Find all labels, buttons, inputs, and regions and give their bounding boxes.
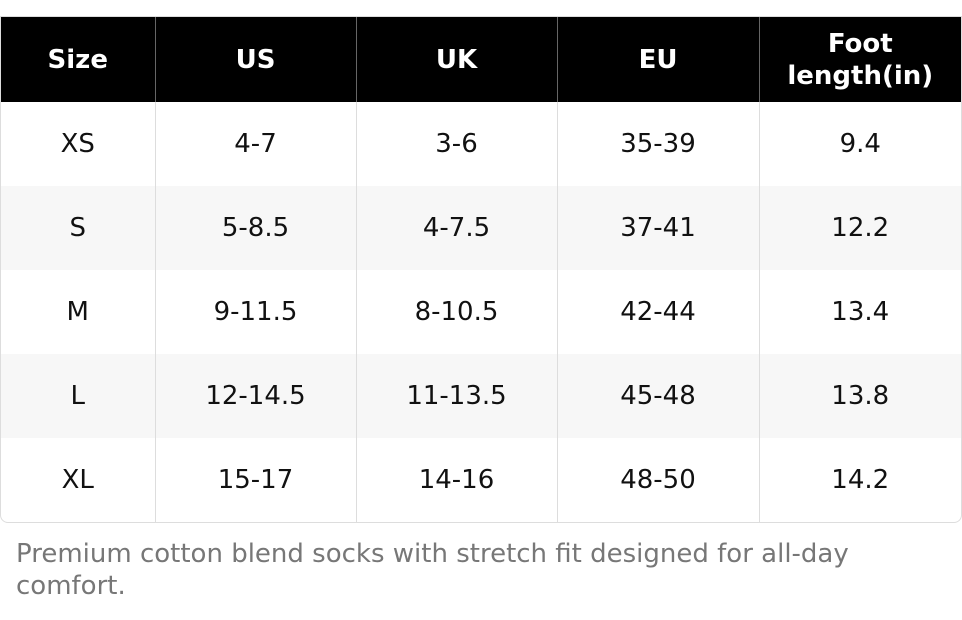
header-row: Size US UK EU Foot length(in) (1, 17, 961, 102)
table-cell: 14-16 (356, 438, 558, 522)
header-cell: Size (1, 17, 156, 102)
table-cell: 35-39 (557, 102, 760, 186)
table-cell: 45-48 (557, 354, 760, 438)
table-cell: 48-50 (557, 438, 760, 522)
table-cell: XS (1, 102, 156, 186)
table-cell: M (1, 270, 156, 354)
header-cell: US (155, 17, 357, 102)
table: Size US UK EU Foot length(in) XS 4-7 3-6 35-39 9… (1, 17, 961, 522)
table-cell: 4-7.5 (356, 186, 558, 270)
table-cell: 3-6 (356, 102, 558, 186)
table-cell: 13.4 (831, 297, 890, 327)
table-cell: S (1, 186, 156, 270)
table-cell: 42-44 (557, 270, 760, 354)
table-cell: L (1, 354, 156, 438)
table-cell: 11-13.5 (356, 354, 558, 438)
table-cell: 9.4 (839, 129, 881, 159)
table-cell: 15-17 (155, 438, 357, 522)
table-row: M 9-11.5 8-10.5 42-44 13.4 (1, 270, 961, 354)
table-row: S 5-8.5 4-7.5 37-41 12.2 (1, 186, 961, 270)
caption: Premium cotton blend socks with stretch … (16, 539, 849, 601)
table-row: L 12-14.5 11-13.5 45-48 13.8 (1, 354, 961, 438)
table-cell: 37-41 (557, 186, 760, 270)
table-cell: 4-7 (155, 102, 357, 186)
table-cell: 14.2 (831, 465, 890, 495)
table-cell: 12.2 (759, 186, 961, 270)
table-cell: XL (1, 438, 156, 522)
table-cell: 8-10.5 (356, 270, 558, 354)
table-row: XS 4-7 3-6 35-39 9.4 (1, 102, 961, 186)
header-cell: Foot length(in) (759, 17, 961, 102)
table-row: XL 15-17 14-16 48-50 14.2 (1, 438, 961, 522)
header-cell: UK (356, 17, 558, 102)
size-table: Size US UK EU Foot length(in) XS 4-7 3-6 35-39 9… (0, 16, 962, 523)
table-cell: 5-8.5 (155, 186, 357, 270)
header-cell: EU (557, 17, 760, 102)
table-cell: 12-14.5 (155, 354, 357, 438)
table-cell: 13.8 (759, 354, 961, 438)
table-body: XS 4-7 3-6 35-39 9.4 S 5-8.5 4-7.5 37-41 12.2 M 9-1… (1, 102, 961, 522)
table-cell: 9-11.5 (155, 270, 357, 354)
